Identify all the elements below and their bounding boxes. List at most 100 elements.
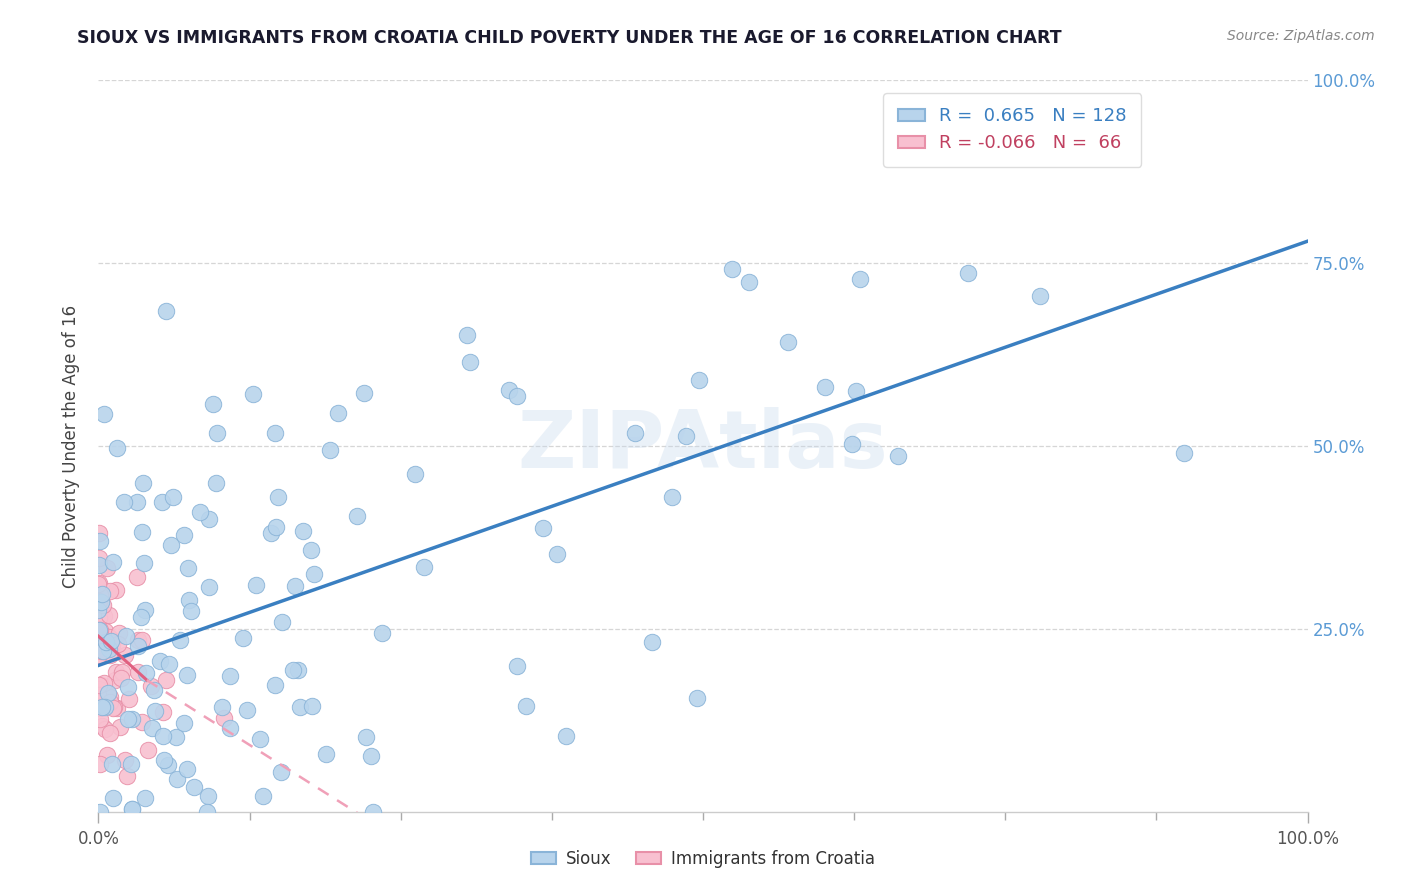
Point: [849, 272, 872, 286]
Point: [89, 805, 111, 819]
Point: [263, 677, 285, 691]
Point: [127, 639, 149, 653]
Point: [112, 495, 135, 509]
Point: [152, 706, 174, 720]
Point: [299, 543, 322, 558]
Point: [87, 551, 110, 566]
Point: [956, 266, 979, 280]
Point: [89, 700, 111, 714]
Point: [135, 666, 157, 681]
Y-axis label: Child Poverty Under the Age of 16: Child Poverty Under the Age of 16: [62, 304, 80, 588]
Point: [219, 669, 242, 683]
Point: [93, 636, 115, 650]
Point: [87, 558, 110, 572]
Point: [114, 754, 136, 768]
Point: [370, 625, 392, 640]
Point: [841, 436, 863, 450]
Point: [778, 335, 800, 350]
Point: [232, 631, 254, 645]
Point: [90, 595, 112, 609]
Point: [165, 730, 187, 744]
Point: [91, 719, 114, 733]
Point: [515, 698, 537, 713]
Point: [134, 603, 156, 617]
Point: [97, 608, 120, 623]
Point: [98, 642, 121, 657]
Point: [260, 525, 283, 540]
Point: [301, 698, 323, 713]
Point: [96, 747, 118, 762]
Point: [97, 630, 120, 644]
Legend: R =  0.665   N = 128, R = -0.066   N =  66: R = 0.665 N = 128, R = -0.066 N = 66: [883, 93, 1142, 167]
Point: [89, 588, 111, 602]
Point: [845, 384, 868, 399]
Point: [252, 789, 274, 803]
Point: [103, 555, 125, 569]
Point: [101, 633, 124, 648]
Point: [90, 678, 112, 692]
Point: [685, 690, 707, 705]
Point: [94, 642, 117, 657]
Text: Source: ZipAtlas.com: Source: ZipAtlas.com: [1227, 29, 1375, 43]
Point: [105, 441, 128, 455]
Point: [150, 495, 173, 509]
Point: [271, 615, 294, 630]
Point: [284, 579, 307, 593]
Point: [131, 524, 153, 539]
Point: [173, 528, 195, 542]
Point: [115, 769, 138, 783]
Point: [114, 648, 136, 662]
Point: [205, 425, 228, 440]
Point: [121, 802, 143, 816]
Point: [101, 638, 124, 652]
Point: [89, 624, 111, 638]
Point: [96, 560, 118, 574]
Point: [675, 429, 697, 443]
Point: [96, 685, 118, 699]
Point: [156, 758, 179, 772]
Point: [183, 780, 205, 794]
Point: [456, 328, 478, 343]
Point: [169, 633, 191, 648]
Point: [641, 635, 664, 649]
Point: [319, 442, 342, 457]
Point: [328, 406, 350, 420]
Point: [110, 671, 132, 685]
Point: [139, 680, 162, 694]
Point: [555, 729, 578, 743]
Point: [104, 673, 127, 687]
Point: [91, 644, 114, 658]
Point: [353, 385, 375, 400]
Point: [153, 753, 176, 767]
Point: [87, 689, 110, 703]
Point: [94, 722, 117, 736]
Point: [89, 694, 111, 708]
Point: [91, 598, 114, 612]
Point: [132, 556, 155, 570]
Point: [100, 696, 122, 710]
Point: [104, 582, 127, 597]
Point: [127, 665, 149, 680]
Point: [91, 587, 114, 601]
Point: [202, 397, 225, 411]
Point: [89, 648, 111, 663]
Point: [315, 747, 337, 762]
Point: [264, 425, 287, 440]
Point: [176, 668, 198, 682]
Point: [211, 699, 233, 714]
Text: SIOUX VS IMMIGRANTS FROM CROATIA CHILD POVERTY UNDER THE AGE OF 16 CORRELATION C: SIOUX VS IMMIGRANTS FROM CROATIA CHILD P…: [77, 29, 1062, 46]
Point: [688, 373, 710, 387]
Point: [93, 676, 115, 690]
Point: [346, 509, 368, 524]
Point: [101, 700, 124, 714]
Point: [236, 703, 259, 717]
Point: [143, 682, 166, 697]
Point: [117, 692, 139, 706]
Point: [141, 722, 163, 736]
Point: [219, 722, 242, 736]
Point: [132, 476, 155, 491]
Point: [166, 772, 188, 786]
Point: [198, 511, 221, 525]
Point: [249, 732, 271, 747]
Point: [173, 716, 195, 731]
